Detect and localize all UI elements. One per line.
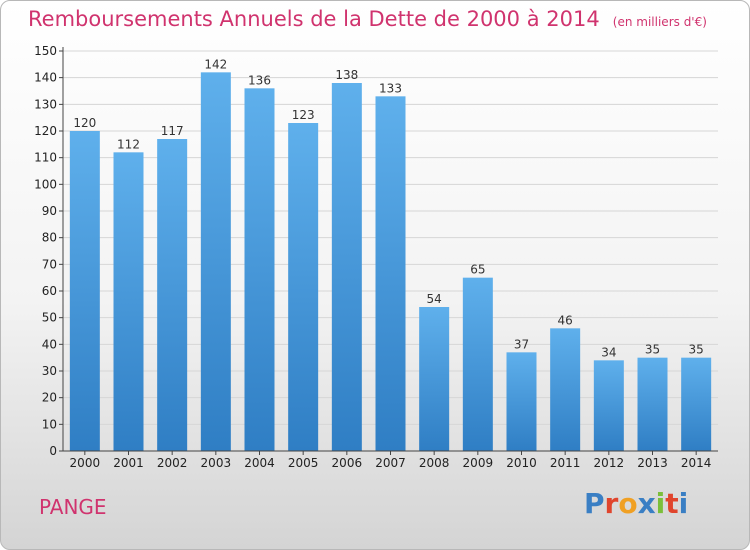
bar-value-label: 123 (292, 108, 315, 122)
x-tick-label: 2005 (288, 456, 319, 470)
logo-letter: P (584, 487, 605, 520)
bar (288, 123, 319, 451)
bar (550, 328, 581, 451)
bar (69, 131, 100, 451)
y-tick-label: 0 (49, 444, 57, 458)
y-tick-label: 110 (34, 151, 57, 165)
place-name: PANGE (39, 495, 107, 519)
x-tick-label: 2003 (201, 456, 232, 470)
logo-letter: x (637, 487, 656, 520)
bar-value-label: 136 (248, 73, 271, 87)
x-tick-label: 2008 (419, 456, 450, 470)
bar (375, 96, 406, 451)
y-tick-label: 50 (42, 311, 57, 325)
logo-letter: i (655, 487, 666, 520)
bar (419, 307, 450, 451)
y-tick-label: 150 (34, 44, 57, 58)
bar-value-label: 35 (645, 343, 660, 357)
x-tick-label: 2001 (113, 456, 144, 470)
y-tick-label: 140 (34, 71, 57, 85)
x-tick-label: 2012 (594, 456, 625, 470)
bar (113, 152, 144, 452)
bar (331, 83, 362, 451)
proxiti-logo: Proxiti (584, 487, 688, 520)
bar-value-label: 65 (470, 263, 485, 277)
bar (593, 360, 624, 451)
bar (200, 72, 231, 451)
bar-value-label: 138 (335, 68, 358, 82)
bar-value-label: 46 (558, 313, 573, 327)
y-tick-label: 10 (42, 417, 57, 431)
bar (637, 357, 668, 451)
chart-title-row: Remboursements Annuels de la Dette de 20… (28, 7, 707, 31)
chart-title: Remboursements Annuels de la Dette de 20… (28, 7, 600, 31)
logo-letter: t (665, 487, 679, 520)
chart-subtitle: (en milliers d'€) (612, 15, 707, 29)
bar (244, 88, 275, 451)
x-tick-label: 2004 (244, 456, 275, 470)
y-tick-label: 80 (42, 231, 57, 245)
y-tick-label: 120 (34, 124, 57, 138)
x-tick-label: 2006 (332, 456, 363, 470)
bar-value-label: 35 (689, 343, 704, 357)
x-tick-label: 2014 (681, 456, 712, 470)
y-tick-label: 20 (42, 391, 57, 405)
bar (462, 277, 493, 451)
bar-value-label: 54 (427, 292, 442, 306)
x-tick-label: 2002 (157, 456, 188, 470)
y-tick-label: 60 (42, 284, 57, 298)
logo-letter: i (678, 487, 689, 520)
bar (681, 357, 712, 451)
bar-value-label: 37 (514, 337, 529, 351)
y-tick-label: 70 (42, 257, 57, 271)
bar-value-label: 34 (601, 345, 616, 359)
bar (506, 352, 537, 451)
bar-value-label: 133 (379, 81, 402, 95)
x-tick-label: 2000 (70, 456, 101, 470)
y-tick-label: 100 (34, 177, 57, 191)
y-tick-label: 30 (42, 364, 57, 378)
x-tick-label: 2010 (506, 456, 537, 470)
bar (157, 139, 188, 451)
bar-value-label: 117 (161, 124, 184, 138)
x-tick-label: 2013 (637, 456, 668, 470)
x-tick-label: 2007 (375, 456, 406, 470)
bar-value-label: 112 (117, 137, 140, 151)
logo-letter: r (604, 487, 619, 520)
bar-value-label: 142 (204, 57, 227, 71)
y-tick-label: 40 (42, 337, 57, 351)
x-tick-label: 2011 (550, 456, 581, 470)
y-tick-label: 130 (34, 97, 57, 111)
logo-letter: o (618, 487, 638, 520)
bar-value-label: 120 (73, 116, 96, 130)
x-tick-label: 2009 (463, 456, 494, 470)
y-tick-label: 90 (42, 204, 57, 218)
